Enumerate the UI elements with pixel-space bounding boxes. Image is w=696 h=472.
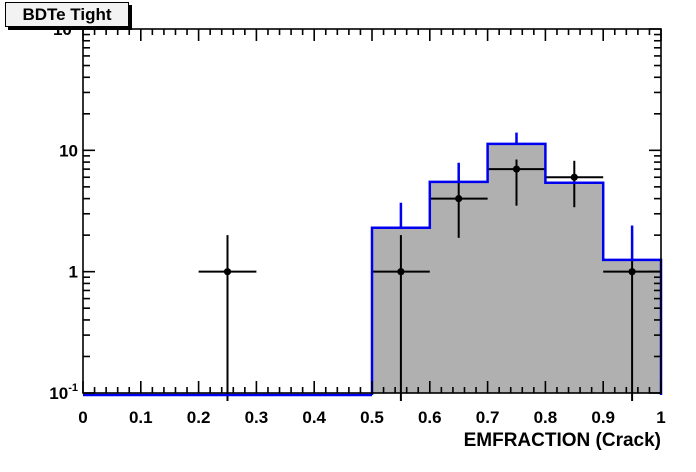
- x-tick-label: 0: [78, 408, 87, 427]
- data-point-marker: [455, 195, 463, 203]
- x-tick-label: 0.8: [534, 408, 558, 427]
- x-tick-label: 1: [656, 408, 665, 427]
- data-point-marker: [628, 268, 636, 276]
- data-point-marker: [570, 173, 578, 181]
- mc-error-bars: [399, 132, 634, 260]
- x-tick-label: 0.5: [360, 408, 384, 427]
- y-tick-label: 1: [69, 263, 78, 282]
- data-point-marker: [223, 268, 232, 276]
- x-tick-label: 0.1: [129, 408, 153, 427]
- x-tick-label: 0.4: [302, 408, 326, 427]
- x-tick-label: 0.2: [187, 408, 211, 427]
- plot-title: BDTe Tight: [22, 5, 112, 24]
- x-tick-label: 0.6: [418, 408, 442, 427]
- data-point-marker: [512, 165, 521, 173]
- y-tick-label: 10-1: [49, 382, 78, 403]
- y-tick-labels: 10210110-1: [49, 18, 78, 403]
- y-ticks: [83, 28, 661, 394]
- x-tick-label: 0.9: [591, 408, 615, 427]
- y-tick-label: 10: [59, 141, 78, 160]
- data-point-marker: [397, 268, 405, 276]
- mc-histogram-fill: [372, 143, 661, 393]
- x-tick-labels: 0 0.1 0.2 0.3 0.4 0.5 0.6 0.7 0.8 0.9 1: [78, 408, 665, 427]
- title-box: BDTe Tight: [5, 2, 129, 27]
- x-tick-label: 0.3: [245, 408, 269, 427]
- mc-histogram-outline: [370, 142, 663, 395]
- x-axis-title: EMFRACTION (Crack): [464, 430, 661, 451]
- x-tick-label: 0.7: [476, 408, 500, 427]
